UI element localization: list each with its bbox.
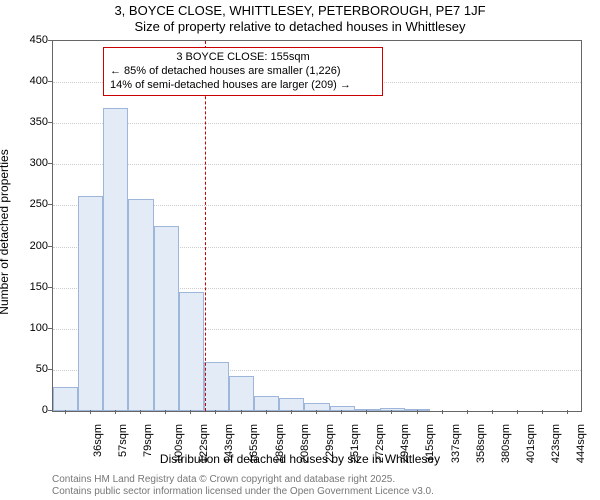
reference-line xyxy=(205,41,206,411)
callout-box: 3 BOYCE CLOSE: 155sqm← 85% of detached h… xyxy=(103,47,383,96)
y-tick-label: 250 xyxy=(8,198,48,210)
x-tick-mark xyxy=(467,410,468,414)
histogram-bar xyxy=(279,398,304,411)
x-tick-mark xyxy=(215,410,216,414)
x-tick-mark xyxy=(417,410,418,414)
x-tick-mark xyxy=(492,410,493,414)
x-tick-mark xyxy=(291,410,292,414)
x-tick-mark xyxy=(241,410,242,414)
footer-line-2: Contains public sector information licen… xyxy=(52,486,434,498)
histogram-bar xyxy=(254,396,279,411)
y-tick-label: 100 xyxy=(8,322,48,334)
chart-title-sub: Size of property relative to detached ho… xyxy=(0,19,600,34)
histogram-bar xyxy=(229,376,254,411)
callout-line: ← 85% of detached houses are smaller (1,… xyxy=(110,65,376,79)
y-tick-label: 300 xyxy=(8,157,48,169)
histogram-bar xyxy=(78,196,103,411)
x-tick-mark xyxy=(542,410,543,414)
histogram-bar xyxy=(128,199,153,411)
x-axis-label: Distribution of detached houses by size … xyxy=(0,452,600,466)
x-tick-mark xyxy=(517,410,518,414)
histogram-bar xyxy=(405,409,430,411)
x-tick-mark xyxy=(442,410,443,414)
x-tick-mark xyxy=(140,410,141,414)
footer-line-1: Contains HM Land Registry data © Crown c… xyxy=(52,474,434,486)
x-tick-mark xyxy=(266,410,267,414)
y-tick-label: 0 xyxy=(8,404,48,416)
y-tick-label: 400 xyxy=(8,75,48,87)
chart-title-main: 3, BOYCE CLOSE, WHITTLESEY, PETERBOROUGH… xyxy=(0,3,600,18)
footer-attribution: Contains HM Land Registry data © Crown c… xyxy=(52,474,434,498)
x-tick-mark xyxy=(165,410,166,414)
plot-area: 3 BOYCE CLOSE: 155sqm← 85% of detached h… xyxy=(52,40,582,412)
y-tick-label: 150 xyxy=(8,281,48,293)
callout-line: 3 BOYCE CLOSE: 155sqm xyxy=(110,51,376,65)
y-tick-label: 200 xyxy=(8,240,48,252)
histogram-bar xyxy=(103,108,128,411)
gridline xyxy=(53,123,581,124)
callout-line: 14% of semi-detached houses are larger (… xyxy=(110,79,376,93)
x-tick-mark xyxy=(115,410,116,414)
x-tick-mark xyxy=(341,410,342,414)
histogram-chart: 3, BOYCE CLOSE, WHITTLESEY, PETERBOROUGH… xyxy=(0,0,600,500)
histogram-bar xyxy=(204,362,229,411)
y-tick-label: 50 xyxy=(8,363,48,375)
x-tick-mark xyxy=(90,410,91,414)
x-tick-mark xyxy=(391,410,392,414)
histogram-bar xyxy=(154,226,179,411)
y-tick-label: 450 xyxy=(8,34,48,46)
x-tick-mark xyxy=(316,410,317,414)
x-tick-mark xyxy=(190,410,191,414)
x-tick-mark xyxy=(366,410,367,414)
histogram-bar xyxy=(179,292,204,411)
x-tick-mark xyxy=(65,410,66,414)
y-tick-label: 350 xyxy=(8,116,48,128)
gridline xyxy=(53,164,581,165)
histogram-bar xyxy=(53,387,78,411)
x-tick-mark xyxy=(567,410,568,414)
